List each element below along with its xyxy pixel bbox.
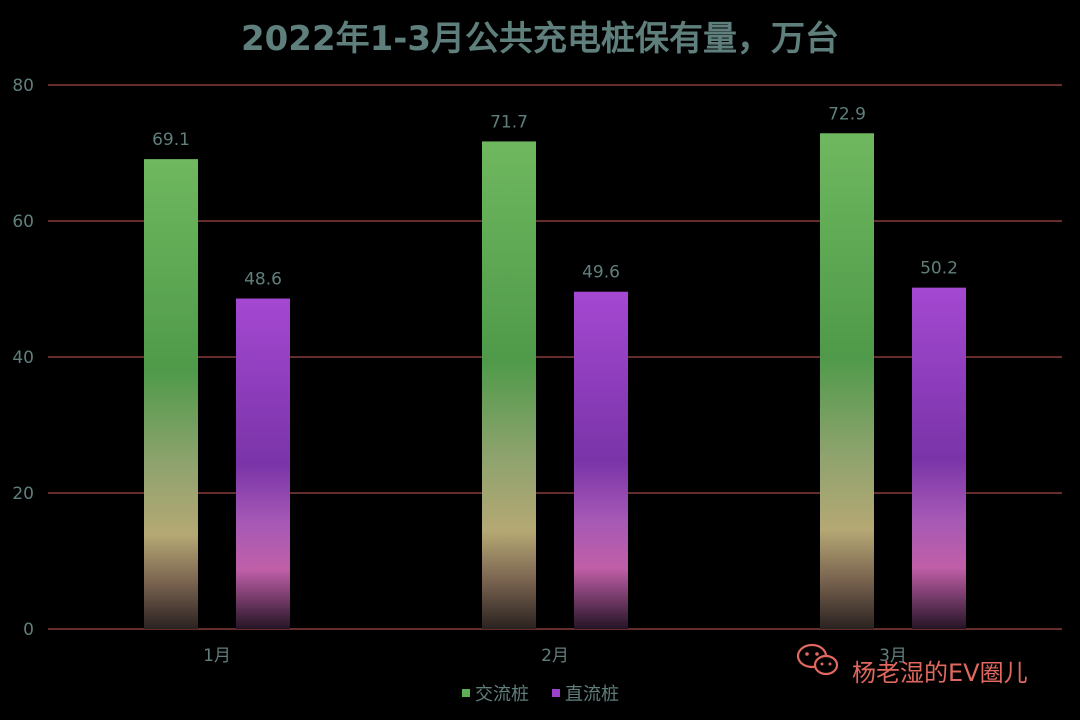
data-label: 50.2 xyxy=(920,259,958,279)
watermark: 杨老湿的EV圈儿 xyxy=(796,643,1028,687)
data-label: 69.1 xyxy=(152,130,190,150)
data-label: 48.6 xyxy=(244,270,282,290)
x-axis-ticks: 1月 2月 3月 xyxy=(203,646,907,666)
bar-dc-2 xyxy=(574,291,628,629)
bar-ac-2 xyxy=(482,141,536,629)
legend-swatch xyxy=(462,689,470,697)
data-labels: 69.1 48.6 71.7 49.6 72.9 50.2 xyxy=(152,104,958,289)
bar-dc-3 xyxy=(912,287,966,629)
data-label: 72.9 xyxy=(828,104,866,124)
x-tick-label: 3月 xyxy=(879,646,907,666)
bar-ac-1 xyxy=(144,159,198,629)
legend-swatch xyxy=(552,689,560,697)
x-tick-label: 1月 xyxy=(203,646,231,666)
y-tick-label: 60 xyxy=(12,212,34,232)
data-label: 71.7 xyxy=(490,112,528,132)
y-tick-label: 80 xyxy=(12,76,34,96)
chart-title: 2022年1-3月公共充电桩保有量，万台 xyxy=(241,19,839,59)
legend-label: 交流桩 xyxy=(475,684,529,705)
x-tick-label: 2月 xyxy=(541,646,569,666)
y-tick-label: 40 xyxy=(12,348,34,368)
watermark-text: 杨老湿的EV圈儿 xyxy=(852,659,1028,687)
y-tick-label: 0 xyxy=(23,620,34,640)
legend-label: 直流桩 xyxy=(565,684,619,705)
gridlines xyxy=(48,84,1062,630)
bar-dc-1 xyxy=(236,298,290,629)
bars xyxy=(144,133,966,629)
y-tick-label: 20 xyxy=(12,484,34,504)
legend: 交流桩 直流桩 xyxy=(462,684,619,705)
data-label: 49.6 xyxy=(582,263,620,283)
wechat-icon xyxy=(796,643,839,676)
y-axis-ticks: 0 20 40 60 80 xyxy=(12,76,34,640)
bar-ac-3 xyxy=(820,133,874,629)
